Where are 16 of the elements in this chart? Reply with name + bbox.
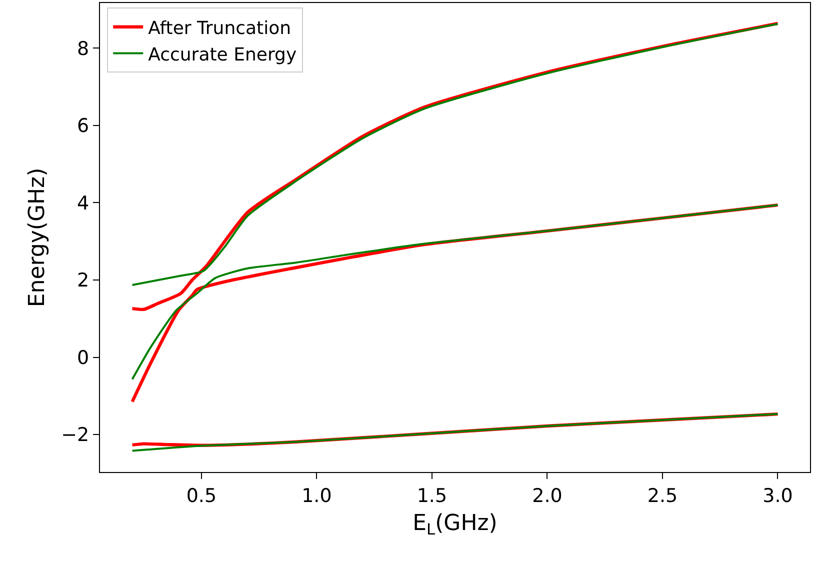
y-axis-title: Energy(GHz) (24, 168, 50, 308)
y-tick-label: 2 (77, 270, 90, 292)
legend-label: Accurate Energy (148, 44, 297, 66)
y-tick-label: 6 (77, 115, 90, 138)
x-tick-label: 2.5 (647, 484, 678, 507)
y-tick-label: −2 (61, 424, 90, 446)
x-axis-title: E$_{L}$(GHz) (412, 510, 498, 538)
x-tick-label: 1.5 (416, 484, 448, 507)
x-tick-label: 3.0 (762, 484, 793, 507)
x-tick-label: 1.0 (302, 484, 332, 507)
y-tick-label: 0 (77, 346, 90, 369)
x-tick-label: 0.5 (186, 484, 217, 507)
y-tick-label: 4 (77, 192, 90, 214)
y-tick-label: 8 (77, 38, 90, 60)
legend-label: After Truncation (148, 18, 292, 39)
x-tick-label: 2.0 (532, 484, 562, 507)
